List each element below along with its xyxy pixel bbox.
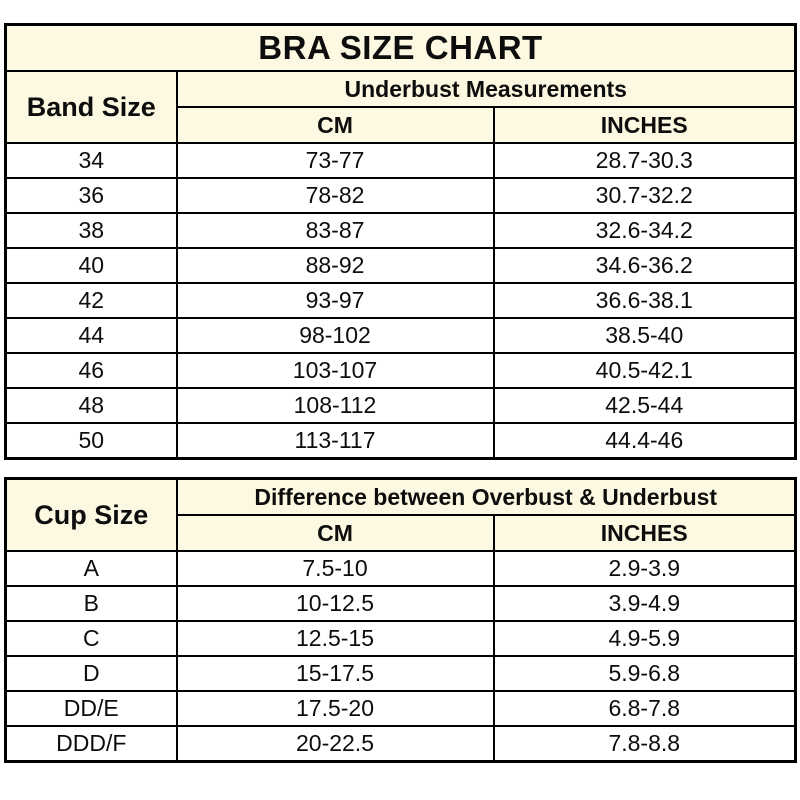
inches-cell: 28.7-30.3 [492,142,797,179]
table-row: 38 83-87 32.6-34.2 [4,212,797,249]
table-row: C 12.5-15 4.9-5.9 [4,620,797,657]
cup-size-cell: D [4,655,178,692]
cm-cell: 10-12.5 [175,585,495,622]
inches-cell: 6.8-7.8 [492,690,797,727]
table-row: 44 98-102 38.5-40 [4,317,797,354]
inches-cell: 38.5-40 [492,317,797,354]
table-row: 48 108-112 42.5-44 [4,387,797,424]
band-size-cell: 44 [4,317,178,354]
inches-cell: 44.4-46 [492,422,797,460]
cm-cell: 12.5-15 [175,620,495,657]
table-subheader-row: CM INCHES [6,106,797,144]
cup-size-cell: DD/E [4,690,178,727]
cm-cell: 78-82 [175,177,495,214]
table-row: D 15-17.5 5.9-6.8 [4,655,797,692]
cm-cell: 7.5-10 [175,550,495,587]
table-row: B 10-12.5 3.9-4.9 [4,585,797,622]
table-row: 42 93-97 36.6-38.1 [4,282,797,319]
band-size-cell: 42 [4,282,178,319]
table-header-row: Band Size Underbust Measurements [4,70,797,144]
inches-cell: 32.6-34.2 [492,212,797,249]
band-size-cell: 46 [4,352,178,389]
inches-cell: 42.5-44 [492,387,797,424]
band-size-cell: 36 [4,177,178,214]
inches-column-header: INCHES [492,106,797,144]
inches-cell: 30.7-32.2 [492,177,797,214]
cup-size-table: Cup Size Difference between Overbust & U… [4,477,797,763]
cup-size-header: Cup Size [4,477,178,552]
chart-title: BRA SIZE CHART [4,23,797,72]
band-size-cell: 50 [4,422,178,460]
cm-cell: 17.5-20 [175,690,495,727]
difference-group-header: Difference between Overbust & Underbust [175,477,797,516]
inches-cell: 40.5-42.1 [492,352,797,389]
cm-cell: 73-77 [175,142,495,179]
band-size-table: BRA SIZE CHART Band Size Underbust Measu… [4,23,798,460]
inches-cell: 3.9-4.9 [492,585,797,622]
inches-cell: 34.6-36.2 [492,247,797,284]
cm-cell: 88-92 [175,247,495,284]
cm-cell: 98-102 [175,317,495,354]
underbust-group-header: Underbust Measurements [175,70,797,108]
cm-cell: 83-87 [175,212,495,249]
table-row: 34 73-77 28.7-30.3 [4,142,797,179]
table-row: 50 113-117 44.4-46 [4,422,797,460]
table-row: 46 103-107 40.5-42.1 [4,352,797,389]
table-row: DD/E 17.5-20 6.8-7.8 [4,690,797,727]
table-row: 36 78-82 30.7-32.2 [4,177,797,214]
cup-size-cell: C [4,620,178,657]
cup-size-cell: A [4,550,178,587]
band-size-cell: 34 [4,142,178,179]
cm-cell: 108-112 [175,387,495,424]
cm-cell: 15-17.5 [175,655,495,692]
band-size-cell: 40 [4,247,178,284]
cup-size-cell: DDD/F [4,725,178,763]
cup-size-cell: B [4,585,178,622]
band-size-cell: 48 [4,387,178,424]
cm-cell: 20-22.5 [175,725,495,763]
inches-cell: 2.9-3.9 [492,550,797,587]
inches-cell: 4.9-5.9 [492,620,797,657]
table-gap [4,460,796,477]
inches-column-header: INCHES [492,514,797,552]
band-size-cell: 38 [4,212,178,249]
cm-column-header: CM [175,106,495,144]
band-size-header: Band Size [4,70,178,144]
table-header-row: Cup Size Difference between Overbust & U… [4,477,797,552]
cm-cell: 103-107 [175,352,495,389]
inches-cell: 5.9-6.8 [492,655,797,692]
cm-cell: 93-97 [175,282,495,319]
table-row: A 7.5-10 2.9-3.9 [4,550,797,587]
cm-cell: 113-117 [175,422,495,460]
inches-cell: 7.8-8.8 [492,725,797,763]
table-row: DDD/F 20-22.5 7.8-8.8 [4,725,797,763]
table-title-row: BRA SIZE CHART [4,23,797,72]
cm-column-header: CM [175,514,495,552]
table-subheader-row: CM INCHES [6,514,797,552]
table-row: 40 88-92 34.6-36.2 [4,247,797,284]
inches-cell: 36.6-38.1 [492,282,797,319]
